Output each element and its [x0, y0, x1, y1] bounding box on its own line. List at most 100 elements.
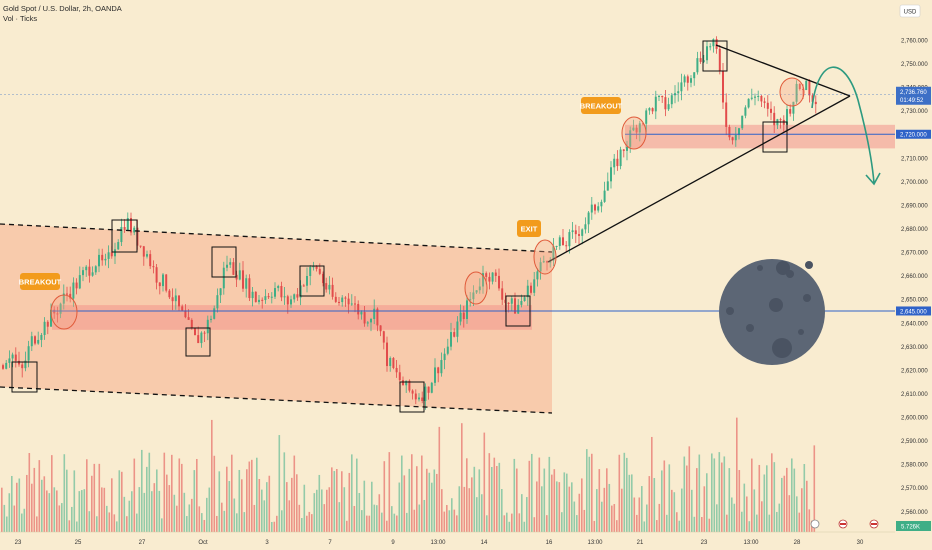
volume-bar — [543, 468, 546, 532]
candle — [293, 294, 296, 300]
candle — [322, 273, 324, 284]
candle — [270, 296, 273, 298]
candle — [27, 346, 30, 361]
candle — [802, 89, 804, 91]
price-tick: 2,590.000 — [901, 439, 928, 445]
volume-bar — [511, 513, 513, 532]
candle — [238, 270, 241, 280]
candle — [408, 380, 411, 391]
candle — [123, 227, 126, 230]
volume-bar — [461, 423, 463, 532]
volume-bar — [158, 490, 161, 532]
volume-bar — [703, 486, 706, 532]
candle — [482, 273, 484, 287]
candle — [69, 293, 72, 299]
volume-bar — [641, 486, 643, 532]
candle — [222, 267, 225, 289]
candle — [91, 272, 94, 276]
price-tick: 2,630.000 — [901, 345, 928, 351]
volume-bar — [366, 515, 368, 532]
volume-bar — [143, 492, 146, 532]
volume-bar — [206, 497, 208, 532]
volume-bar — [481, 494, 483, 532]
candle — [2, 365, 4, 369]
volume-bar — [316, 489, 318, 532]
volume-bar — [228, 481, 231, 532]
candle — [805, 80, 808, 91]
highlight-circle — [779, 77, 805, 107]
candle — [430, 382, 433, 393]
volume-bar — [658, 503, 661, 532]
volume-bar — [438, 426, 441, 532]
candle — [469, 299, 472, 301]
price-label-2720-bg — [896, 129, 931, 139]
candle — [616, 158, 619, 167]
pattern-box — [399, 381, 425, 413]
volume-bar — [341, 471, 343, 532]
candle — [475, 290, 478, 293]
volume-bar — [716, 504, 718, 532]
time-label: 30 — [857, 540, 864, 546]
candle — [600, 201, 603, 207]
breakout-left-label: BREAKOUT — [19, 278, 62, 287]
candle — [40, 334, 43, 340]
volume-bar — [668, 464, 671, 532]
candle — [523, 297, 526, 302]
candle — [50, 309, 52, 327]
candle — [699, 58, 702, 62]
candle — [200, 332, 203, 344]
candle — [232, 262, 235, 275]
moon-crater — [776, 261, 790, 275]
volume-bar — [626, 457, 628, 532]
volume-bar — [443, 511, 446, 532]
volume-bar — [223, 510, 226, 532]
volume-bar — [186, 516, 188, 532]
volume-bar — [191, 498, 193, 532]
volume-bar — [78, 491, 81, 532]
volume-bar — [96, 516, 98, 532]
candle — [165, 274, 168, 291]
volume-bar — [253, 504, 256, 532]
volume-bar — [51, 455, 53, 532]
volume-bar — [108, 512, 111, 532]
volume-bar — [736, 417, 738, 532]
moon-crater — [803, 294, 811, 302]
volume-bar — [26, 474, 28, 532]
volume-bar — [166, 474, 168, 532]
candle — [757, 95, 760, 97]
candle — [674, 93, 676, 96]
volume-bar — [596, 489, 598, 532]
candle — [197, 335, 200, 344]
price-tick: 2,660.000 — [901, 274, 928, 280]
volume-bar — [706, 473, 708, 532]
volume-bar — [618, 454, 621, 532]
candle — [789, 109, 792, 114]
candle — [261, 299, 264, 301]
price-label-2645-bg — [896, 306, 931, 316]
candle — [219, 288, 222, 296]
candle — [62, 293, 65, 304]
candle — [606, 181, 609, 191]
pattern-box — [11, 361, 38, 393]
volume-bar — [646, 504, 648, 532]
volume-bar — [46, 490, 48, 532]
candle — [82, 270, 84, 276]
candle — [456, 321, 459, 337]
candle — [280, 285, 283, 298]
candle — [779, 119, 782, 121]
candle — [648, 108, 651, 111]
candle — [395, 367, 398, 373]
volume-bar — [456, 515, 458, 532]
countdown-label: 01:49:52 — [900, 98, 924, 104]
volume-bar — [663, 460, 666, 532]
volume-bar — [203, 519, 206, 532]
volume-bar — [76, 521, 78, 532]
candle — [203, 332, 206, 334]
volume-bar — [636, 514, 638, 532]
volume-bar — [686, 465, 688, 532]
volume-bar — [523, 521, 526, 532]
volume-indicator-title: Vol · Ticks — [3, 14, 38, 23]
volume-bar — [126, 516, 128, 532]
moon-crater — [757, 265, 763, 271]
